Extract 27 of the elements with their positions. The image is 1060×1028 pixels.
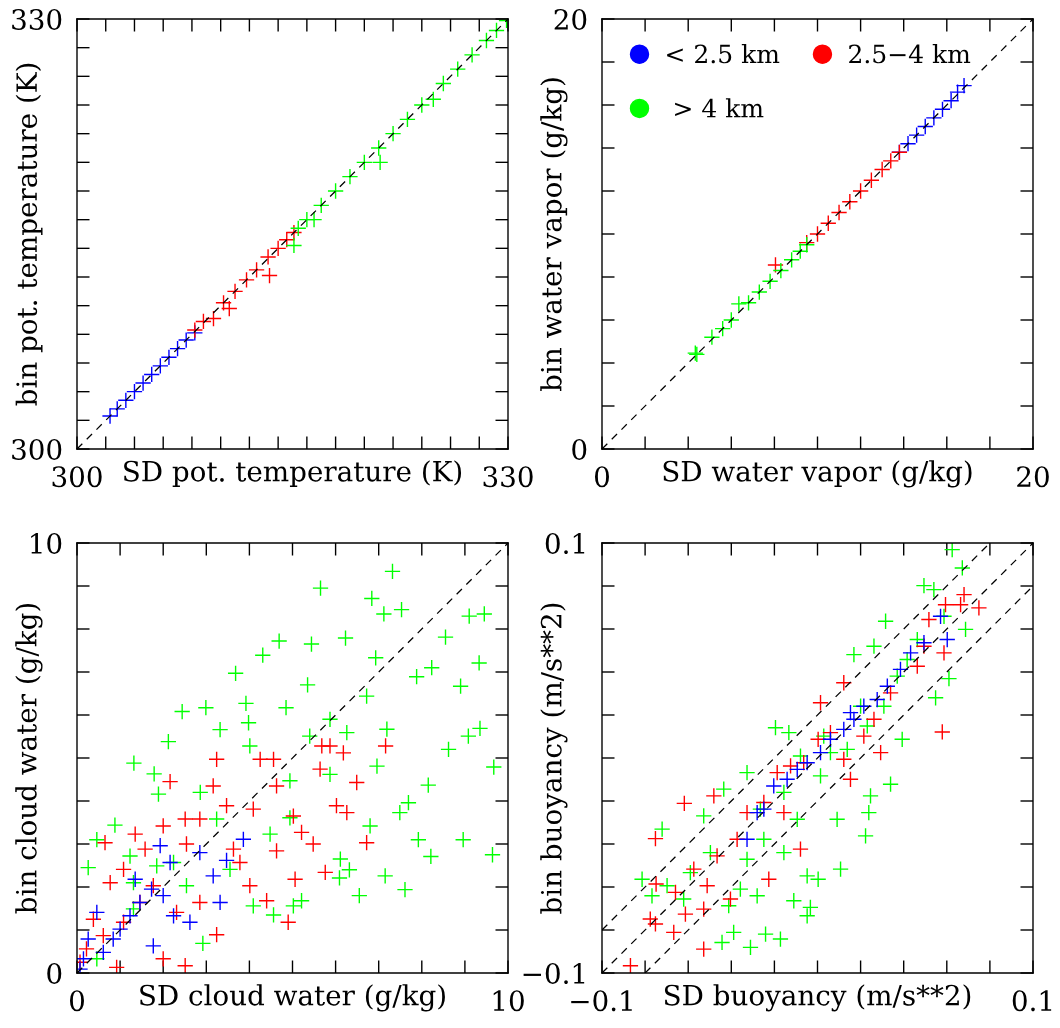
x-axis-title: SD buoyancy (m/s**2) bbox=[664, 984, 971, 1012]
y-tick-label: 0 bbox=[47, 962, 62, 984]
y-axis-title: bin pot. temperature (K) bbox=[15, 63, 43, 406]
y-axis-title: bin buoyancy (m/s**2) bbox=[540, 603, 568, 914]
x-tick-label: 0 bbox=[69, 990, 84, 1012]
legend-label: < 2.5 km bbox=[667, 44, 780, 64]
y-tick-label: 20 bbox=[554, 8, 587, 30]
y-tick-label: 300 bbox=[12, 438, 62, 460]
legend-label: 2.5−4 km bbox=[849, 44, 971, 64]
x-axis-title: SD cloud water (g/kg) bbox=[140, 984, 445, 1012]
x-tick-label: 0 bbox=[594, 466, 609, 488]
y-tick-label: 330 bbox=[12, 8, 62, 30]
y-tick-label: 10 bbox=[31, 532, 62, 554]
y-axis-title: bin cloud water (g/kg) bbox=[15, 603, 43, 914]
x-tick-label: 20 bbox=[1017, 466, 1049, 488]
x-tick-label: 330 bbox=[483, 466, 533, 488]
x-axis-title: SD pot. temperature (K) bbox=[124, 460, 462, 488]
x-tick-label: 300 bbox=[52, 466, 102, 488]
y-tick-label: 0.1 bbox=[545, 532, 585, 554]
y-tick-label: 0 bbox=[572, 438, 587, 460]
legend-label: > 4 km bbox=[675, 98, 764, 118]
x-tick-label: 0.1 bbox=[1012, 990, 1052, 1012]
x-tick-label: 10 bbox=[493, 990, 524, 1012]
x-axis-title: SD water vapor (g/kg) bbox=[663, 460, 972, 488]
x-tick-label: −0.1 bbox=[571, 990, 632, 1012]
y-axis-title: bin water vapor (g/kg) bbox=[540, 78, 568, 392]
y-tick-label: −0.1 bbox=[523, 962, 585, 984]
